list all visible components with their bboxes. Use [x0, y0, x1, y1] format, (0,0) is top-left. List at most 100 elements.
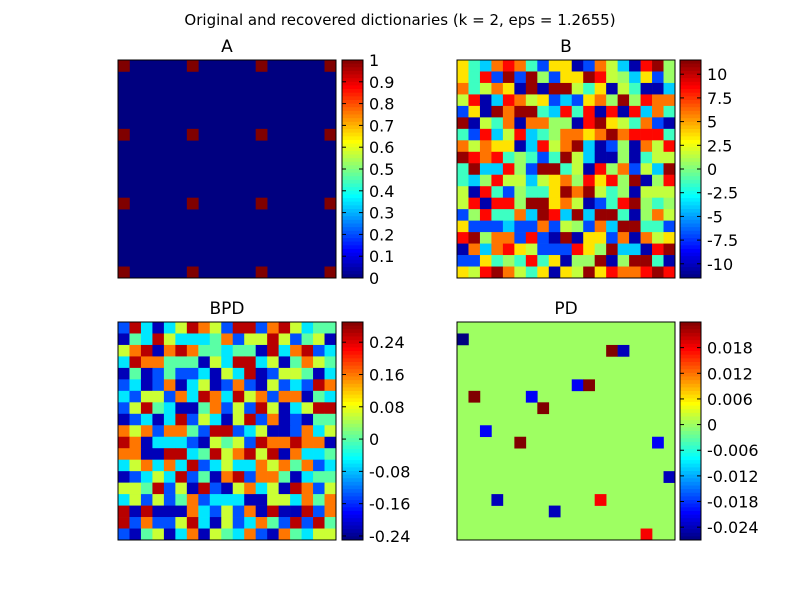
heatmap-cell	[617, 344, 630, 357]
heatmap-cell	[198, 459, 211, 472]
heatmap-cell	[479, 140, 492, 153]
colorbar-segment	[680, 103, 701, 108]
heatmap-cell	[457, 60, 469, 72]
heatmap-cell	[491, 105, 504, 118]
colorbar-segment	[680, 322, 701, 327]
heatmap-cell	[186, 356, 199, 369]
heatmap-cell	[652, 436, 664, 449]
heatmap-cell	[301, 322, 314, 334]
heatmap-cell	[525, 266, 538, 279]
heatmap-cell	[221, 494, 234, 506]
heatmap-cell	[186, 379, 199, 392]
heatmap-cell	[663, 94, 676, 107]
heatmap-cell	[232, 356, 245, 369]
heatmap-cell	[152, 367, 165, 380]
heatmap-frame	[117, 321, 337, 541]
heatmap-cell	[244, 448, 256, 460]
heatmap-cell	[525, 209, 538, 221]
heatmap-cell	[502, 209, 515, 221]
heatmap-cell	[313, 471, 325, 483]
colorbar-segment	[342, 208, 363, 213]
heatmap-cell	[468, 140, 481, 153]
heatmap-cell	[255, 482, 268, 495]
colorbar-segment	[342, 416, 363, 421]
heatmap-cell	[537, 105, 550, 118]
heatmap-cell	[514, 197, 527, 210]
colorbar-segment	[342, 132, 363, 137]
heatmap-cell	[617, 197, 630, 210]
colorbar-tick-label: -0.012	[707, 467, 759, 486]
heatmap-cell	[514, 209, 527, 221]
heatmap-cell	[244, 482, 256, 495]
heatmap-cell	[255, 344, 268, 357]
heatmap-cell	[232, 344, 245, 357]
colorbar-segment	[680, 121, 701, 126]
heatmap-cell	[324, 266, 337, 279]
heatmap-cell	[255, 266, 268, 279]
colorbar-tick-label: 0.24	[369, 333, 405, 352]
heatmap-cell	[313, 459, 325, 472]
heatmap-cell	[232, 494, 245, 506]
heatmap-cell	[502, 71, 515, 84]
heatmap-cell	[278, 482, 291, 495]
heatmap-cell	[594, 151, 607, 164]
colorbar-segment	[342, 198, 363, 203]
colorbar-tick-label: -7.5	[707, 231, 738, 250]
heatmap-cell	[629, 151, 641, 164]
heatmap-cell	[278, 322, 291, 334]
colorbar-segment	[342, 322, 363, 327]
colorbar-segment	[680, 256, 701, 261]
heatmap-cell	[606, 71, 618, 84]
colorbar-segment	[680, 223, 701, 228]
colorbar-segment	[680, 234, 701, 239]
heatmap-cell	[267, 448, 279, 460]
heatmap-cell	[232, 367, 245, 380]
heatmap-cell	[594, 232, 607, 244]
heatmap-cell	[140, 436, 153, 449]
heatmap-cell	[663, 71, 676, 84]
colorbar-segment	[342, 449, 363, 454]
colorbar-segment	[680, 179, 701, 184]
heatmap-cell	[186, 413, 199, 426]
heatmap-cell	[491, 494, 504, 506]
colorbar-segment	[680, 227, 701, 232]
colorbar-segment	[342, 358, 363, 363]
heatmap-cell	[175, 528, 188, 541]
colorbar-segment	[680, 521, 701, 526]
heatmap-cell	[514, 232, 527, 244]
heatmap-cell	[629, 186, 641, 198]
heatmap-cell	[537, 174, 550, 187]
heatmap-cell	[186, 505, 199, 518]
heatmap-cell	[502, 174, 515, 187]
heatmap-cell	[301, 459, 314, 472]
heatmap-cell	[468, 390, 481, 403]
subplot-title: A	[221, 37, 233, 57]
heatmap-cell	[606, 140, 618, 153]
heatmap-cell	[537, 197, 550, 210]
heatmap-cell	[617, 163, 630, 176]
heatmap-cell	[468, 174, 481, 187]
colorbar-segment	[680, 270, 701, 275]
heatmap-cell	[255, 390, 268, 403]
colorbar-tick-label: -0.08	[369, 462, 410, 481]
heatmap-cell	[525, 128, 538, 141]
colorbar-segment	[680, 267, 701, 272]
heatmap-cell	[301, 390, 314, 403]
heatmap-cell	[652, 105, 664, 118]
colorbar-segment	[342, 481, 363, 486]
colorbar-segment	[342, 405, 363, 410]
colorbar-segment	[680, 503, 701, 508]
colorbar-tick-label: -5	[707, 207, 723, 226]
heatmap-cell	[175, 367, 188, 380]
heatmap-cell	[663, 105, 676, 118]
heatmap-cell	[244, 528, 256, 541]
heatmap-cell	[175, 413, 188, 426]
heatmap-cell	[186, 425, 199, 438]
heatmap-cell	[560, 140, 573, 153]
heatmap-cell	[129, 402, 142, 415]
heatmap-cell	[232, 517, 245, 529]
heatmap-cell	[640, 209, 653, 221]
colorbar-segment	[680, 158, 701, 163]
heatmap-cell	[640, 197, 653, 210]
